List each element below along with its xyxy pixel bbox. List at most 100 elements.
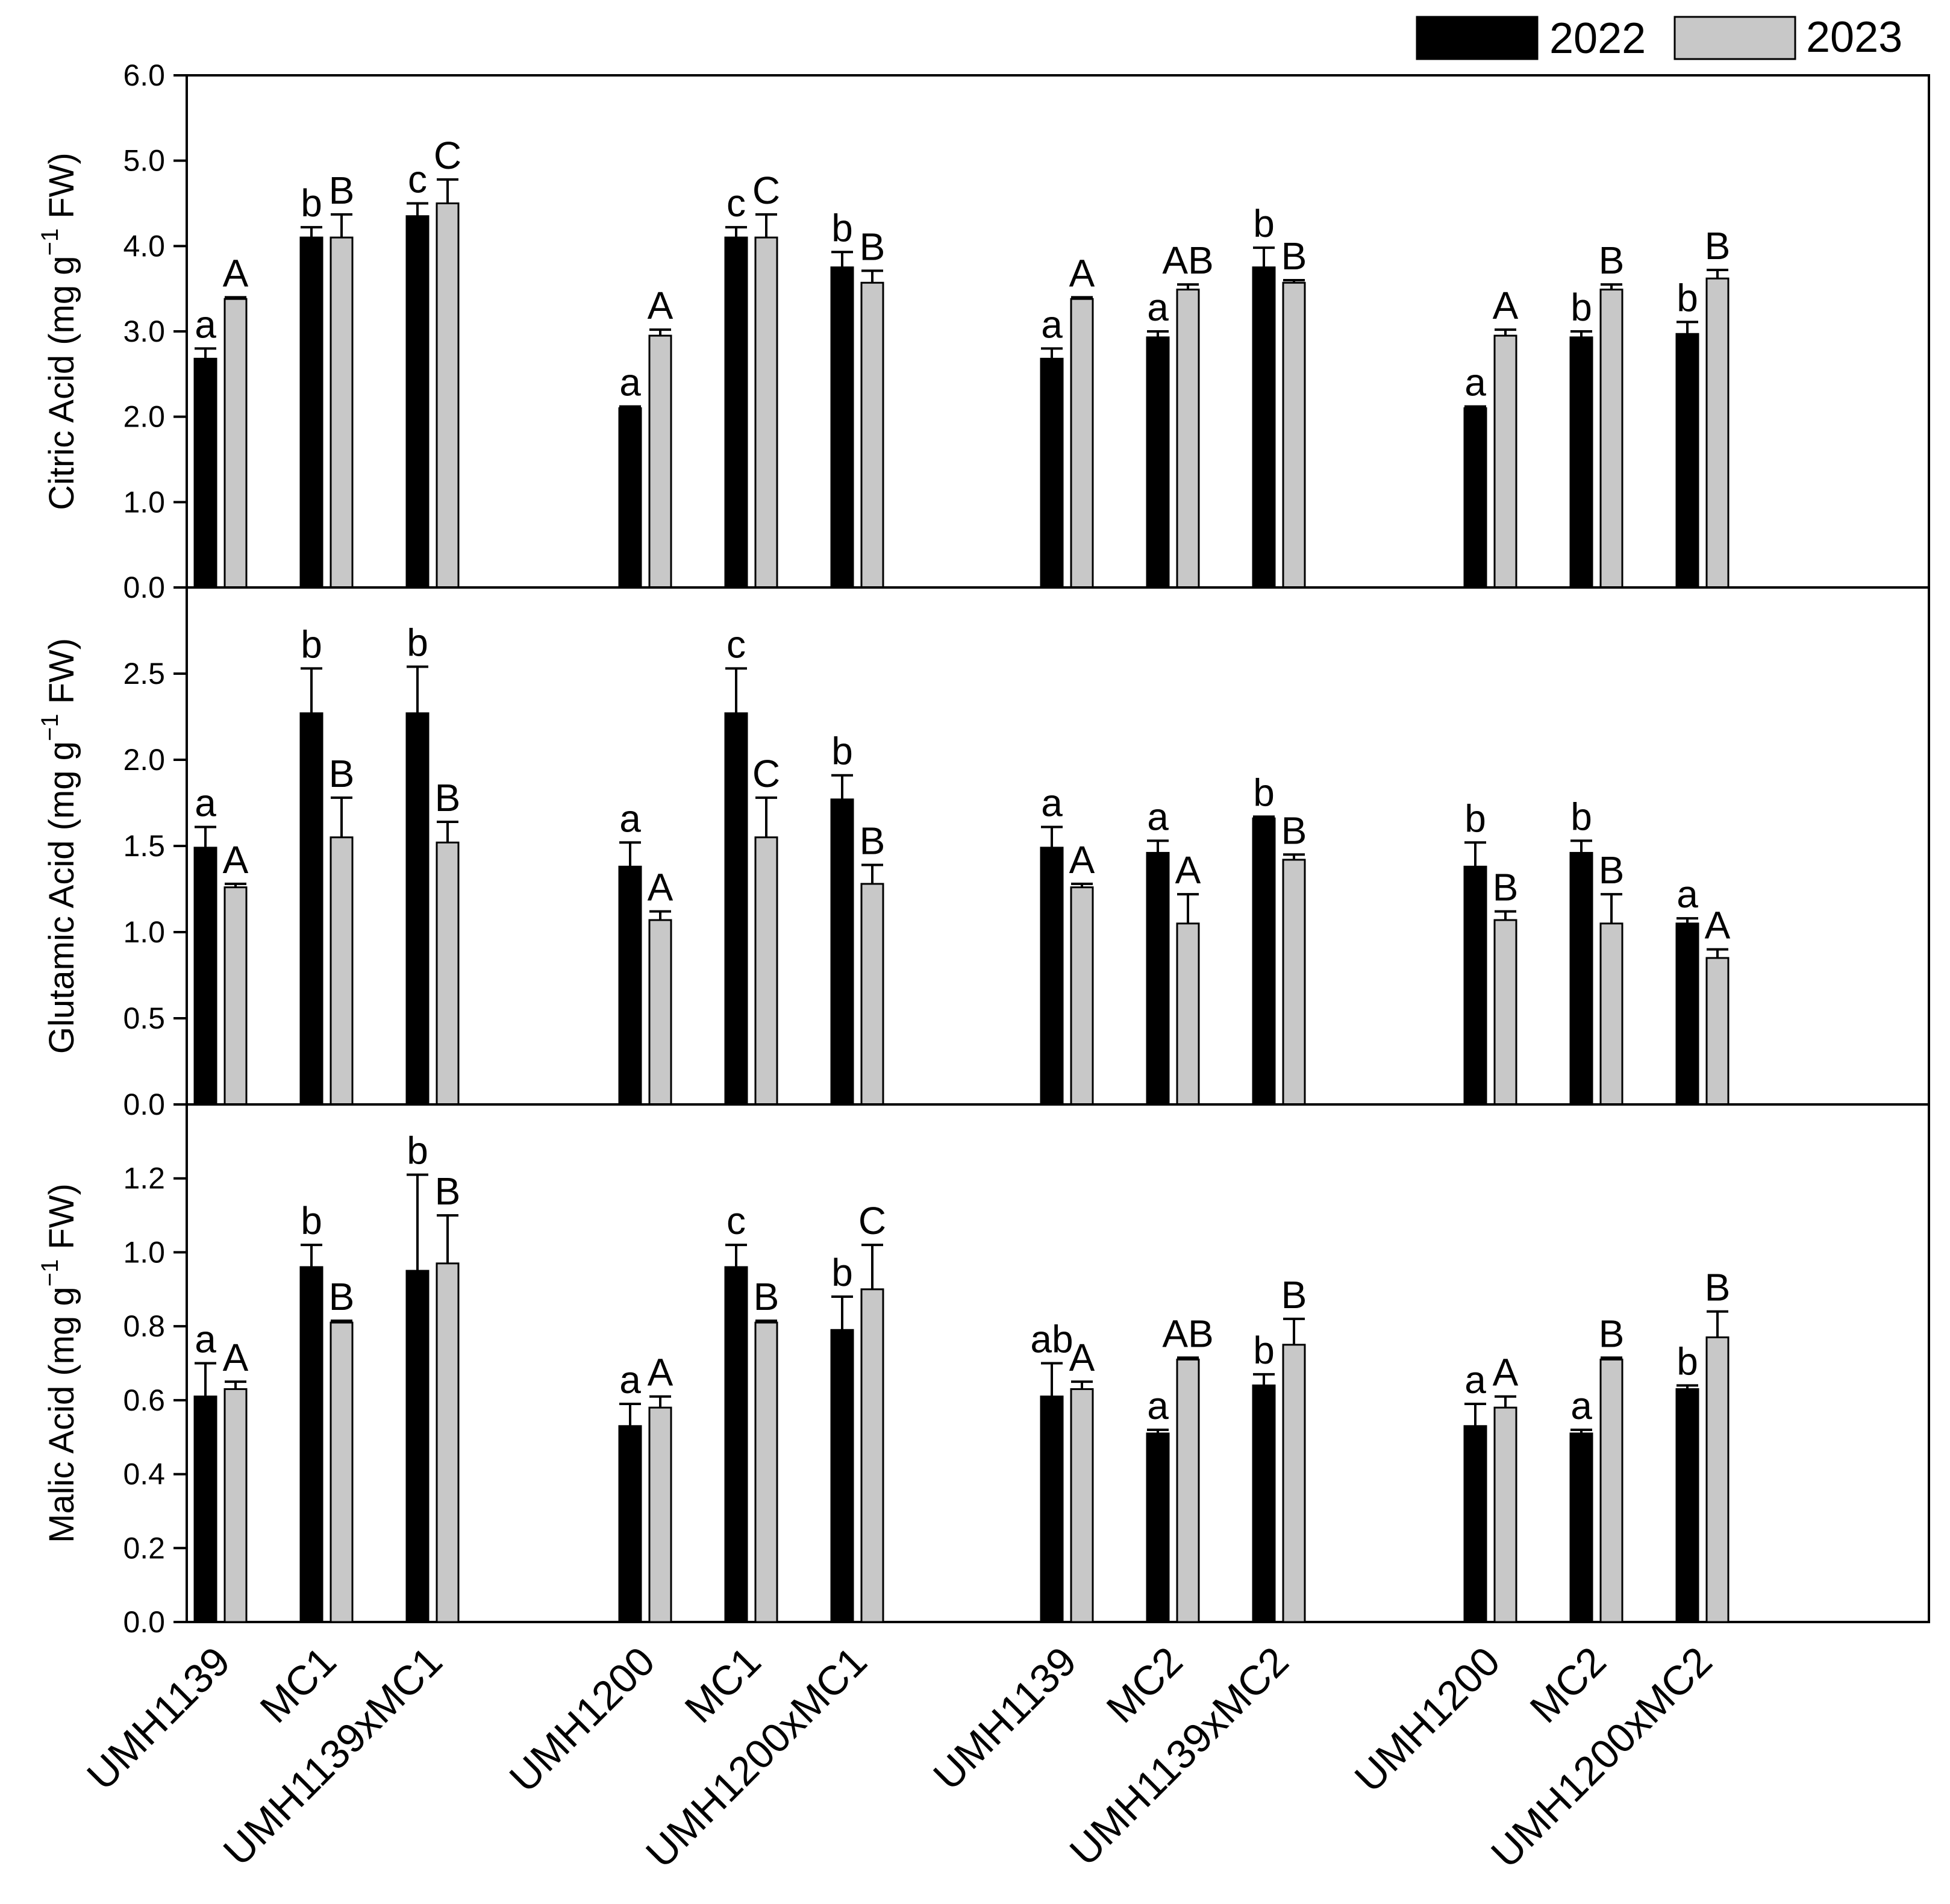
bar-2023-0: [223, 298, 248, 589]
panel-2: 0.0 0.5 1.0 1.5 2.0 2.5 Glutamic Acid (mg g−1 …: [37, 586, 1930, 1121]
bar-2022-2: [405, 1270, 430, 1623]
sig-letter-2022-1: b: [301, 181, 322, 225]
bar-2023-1: [330, 236, 354, 589]
bar-2023-11: [1705, 277, 1730, 589]
sig-letter-2022-6: a: [1041, 302, 1063, 346]
sig-letter-2023-4: C: [752, 169, 780, 212]
sig-letter-2023-6: A: [1069, 1336, 1095, 1379]
chart-panels: 0.0 1.0 2.0 3.0 4.0 5.0 6.0 Citric Acid (mg g−1…: [37, 58, 1930, 1639]
sig-letter-2023-5: B: [860, 819, 886, 862]
sig-letter-2023-10: B: [1599, 848, 1625, 892]
y-tick-label: 4.0: [123, 229, 165, 263]
sig-letter-2022-4: c: [727, 181, 746, 225]
legend: 2022 2023: [1416, 13, 1902, 63]
bar-2023-3: [648, 1406, 672, 1623]
sig-letter-2022-9: b: [1464, 797, 1486, 840]
sig-letter-2023-7: A: [1175, 848, 1201, 892]
bar-2022-3: [618, 865, 642, 1106]
sig-letter-2022-8: b: [1253, 202, 1275, 245]
x-category-label: MC1: [676, 1638, 769, 1732]
x-category-label: MC2: [1521, 1638, 1614, 1732]
bar-2022-7: [1146, 1432, 1170, 1623]
bar-2023-8: [1282, 859, 1306, 1106]
bar-2023-10: [1599, 1358, 1623, 1623]
bar-2022-1: [299, 236, 323, 589]
x-category-label: UMH1200: [1346, 1638, 1508, 1801]
sig-letter-2023-2: B: [435, 776, 461, 819]
bar-2023-8: [1282, 1344, 1306, 1623]
sig-letter-2023-5: B: [860, 225, 886, 268]
bar-2022-2: [405, 712, 430, 1106]
bar-2022-6: [1040, 357, 1064, 589]
bar-2022-1: [299, 1266, 323, 1623]
bar-2023-4: [754, 836, 778, 1106]
sig-letter-2022-4: c: [727, 622, 746, 666]
sig-letter-2022-9: a: [1464, 1358, 1486, 1401]
sig-letter-2023-11: B: [1705, 224, 1731, 268]
sig-letter-2022-3: a: [619, 797, 641, 840]
sig-letter-2022-7: a: [1147, 286, 1169, 329]
bar-2022-5: [830, 798, 854, 1106]
bar-2023-2: [436, 1262, 460, 1623]
sig-letter-2023-9: A: [1493, 284, 1519, 327]
sig-letter-2023-2: C: [434, 134, 461, 177]
sig-letter-2022-0: a: [195, 302, 216, 346]
sig-letter-2023-4: C: [752, 752, 780, 795]
sig-letter-2023-7: AB: [1162, 239, 1213, 282]
bar-2022-11: [1675, 333, 1699, 589]
bar-2023-2: [436, 202, 460, 589]
bar-2022-4: [724, 236, 748, 589]
bar-2022-10: [1569, 1432, 1593, 1623]
bar-2023-9: [1493, 919, 1517, 1106]
bar-2023-11: [1705, 957, 1730, 1106]
x-category-label: UMH1139: [925, 1638, 1086, 1799]
bar-2022-10: [1569, 851, 1593, 1106]
legend-swatch-2022: [1416, 16, 1539, 60]
y-axis-title: Glutamic Acid (mg g−1 FW): [37, 638, 81, 1054]
sig-letter-2022-8: b: [1253, 1329, 1275, 1372]
bar-2022-9: [1463, 865, 1487, 1106]
y-tick-label: 2.0: [123, 400, 165, 434]
bar-2023-9: [1493, 1406, 1517, 1623]
x-category-label: MC1: [251, 1638, 345, 1732]
sig-letter-2022-11: a: [1677, 872, 1698, 916]
sig-letter-2023-1: B: [329, 1275, 355, 1318]
bar-2022-2: [405, 215, 430, 589]
sig-letter-2023-4: B: [754, 1275, 780, 1318]
bar-2022-8: [1252, 266, 1276, 589]
sig-letter-2022-5: b: [831, 206, 853, 249]
sig-letter-2022-7: a: [1147, 795, 1169, 838]
sig-letter-2022-10: b: [1570, 286, 1592, 329]
bar-2023-1: [330, 836, 354, 1106]
bar-2023-3: [648, 919, 672, 1106]
sig-letter-2023-5: C: [858, 1199, 886, 1242]
bar-2022-9: [1463, 1425, 1487, 1623]
bar-2022-1: [299, 712, 323, 1106]
bar-2022-4: [724, 1266, 748, 1623]
bar-2023-5: [860, 281, 884, 589]
y-tick-label: 1.5: [123, 829, 165, 863]
sig-letter-2022-2: c: [408, 158, 427, 201]
y-tick-label: 0.4: [123, 1458, 165, 1491]
sig-letter-2023-8: B: [1281, 234, 1307, 278]
bar-2023-4: [754, 1321, 778, 1623]
y-tick-label: 0.0: [123, 571, 165, 604]
sig-letter-2022-1: b: [301, 622, 322, 666]
sig-letter-2023-8: B: [1281, 1273, 1307, 1317]
y-tick-label: 6.0: [123, 58, 165, 92]
bar-2023-11: [1705, 1336, 1730, 1623]
y-tick-label: 1.0: [123, 915, 165, 949]
bar-2023-2: [436, 841, 460, 1106]
bar-2023-8: [1282, 281, 1306, 589]
legend-swatch-2023: [1673, 16, 1796, 60]
sig-letter-2022-2: b: [407, 1129, 428, 1173]
bar-2023-4: [754, 236, 778, 589]
bar-2023-0: [223, 886, 248, 1106]
sig-letter-2023-9: A: [1493, 1351, 1519, 1394]
sig-letter-2022-11: b: [1677, 1339, 1698, 1383]
sig-letter-2022-10: b: [1570, 795, 1592, 838]
bar-2023-6: [1070, 886, 1094, 1106]
sig-letter-2022-4: c: [727, 1199, 746, 1242]
sig-letter-2022-11: b: [1677, 276, 1698, 319]
